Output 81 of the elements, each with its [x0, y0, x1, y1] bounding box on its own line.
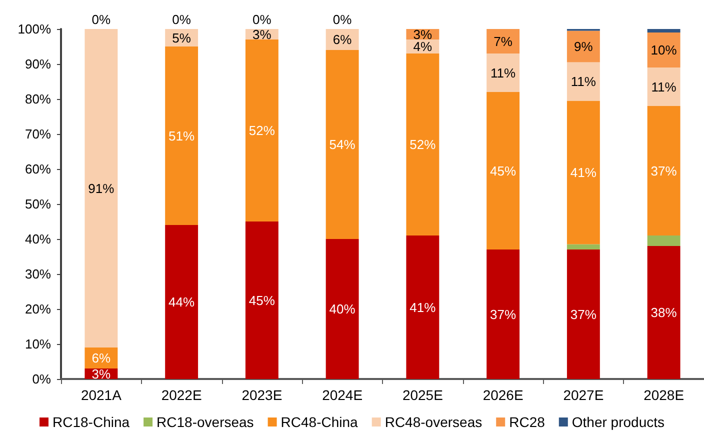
y-tick-label: 80% [24, 92, 52, 106]
bar [326, 50, 359, 239]
data-label: 52% [248, 123, 276, 138]
x-tick-label: 2021A [80, 387, 122, 403]
data-label: 9% [574, 39, 594, 54]
x-tick-label: 2024E [322, 387, 363, 403]
data-label: 11% [490, 65, 516, 80]
x-tick-label: 2023E [242, 387, 282, 403]
data-label: 51% [168, 128, 196, 144]
bar [647, 32, 680, 68]
bar [566, 244, 600, 250]
data-label: 11% [651, 79, 677, 94]
data-label: 3% [92, 366, 112, 382]
x-tick-label: 2026E [482, 387, 524, 403]
bar [566, 250, 600, 379]
data-label: 11% [570, 74, 596, 89]
data-label: 0% [252, 12, 272, 27]
data-label: 0% [172, 12, 192, 27]
x-tick-label: 2025E [402, 387, 443, 403]
data-label: 0% [332, 12, 352, 27]
bar [486, 54, 520, 92]
bar [245, 40, 278, 222]
legend-label: RC18-overseas [156, 414, 254, 430]
data-label: 0% [92, 12, 112, 27]
x-tick-label: 2022E [161, 387, 202, 403]
bar [165, 46, 198, 225]
data-label: 37% [490, 306, 517, 322]
x-tick-label: 2027E [563, 387, 604, 403]
data-label: 10% [650, 42, 678, 58]
bar [406, 54, 440, 236]
data-label: 45% [248, 292, 276, 308]
x-tick-label: 2028E [644, 387, 684, 403]
legend-label: RC48-overseas [384, 414, 482, 430]
data-label: 54% [329, 137, 356, 152]
y-tick-label: 0% [32, 372, 52, 386]
bar [647, 246, 680, 379]
data-label: 40% [329, 302, 356, 316]
bar [566, 30, 600, 62]
y-tick-label: 100% [18, 22, 52, 36]
y-tick-label: 50% [24, 196, 52, 212]
data-label: 3% [252, 26, 272, 42]
data-label: 45% [490, 163, 517, 178]
bar [165, 225, 198, 379]
bar [486, 250, 520, 379]
data-label: 5% [172, 30, 192, 46]
bar [566, 100, 600, 244]
data-label: 37% [570, 306, 597, 322]
legend-label: Other products [572, 414, 664, 430]
bar [486, 92, 520, 250]
bar [84, 29, 118, 348]
bar [245, 222, 278, 379]
legend-label: RC28 [509, 414, 546, 430]
data-label: 4% [413, 39, 433, 54]
y-tick-label: 40% [24, 232, 52, 246]
data-label: 6% [332, 32, 352, 47]
bar [566, 62, 600, 101]
data-label: 91% [88, 180, 115, 196]
y-tick-label: 90% [24, 56, 52, 72]
y-tick-label: 70% [24, 126, 52, 142]
bar [647, 236, 680, 246]
bar [406, 236, 440, 379]
data-label: 38% [650, 305, 678, 320]
y-tick-label: 10% [24, 336, 52, 352]
legend-label: RC18-China [52, 414, 130, 430]
data-label: 44% [168, 294, 196, 310]
data-label: 3% [413, 26, 433, 42]
data-label: 41% [570, 165, 597, 180]
y-tick-label: 30% [24, 266, 52, 282]
data-label: 41% [410, 300, 436, 315]
y-tick-label: 60% [24, 162, 52, 176]
bar [647, 29, 680, 32]
data-label: 52% [410, 137, 436, 152]
bar [647, 68, 680, 106]
y-tick-label: 20% [24, 302, 52, 316]
legend-label: RC48-China [280, 414, 358, 430]
data-label: 37% [650, 163, 678, 178]
bar [647, 106, 680, 236]
bar [486, 29, 520, 54]
data-label: 7% [494, 34, 513, 49]
data-label: 6% [92, 350, 112, 366]
bar [326, 239, 359, 379]
